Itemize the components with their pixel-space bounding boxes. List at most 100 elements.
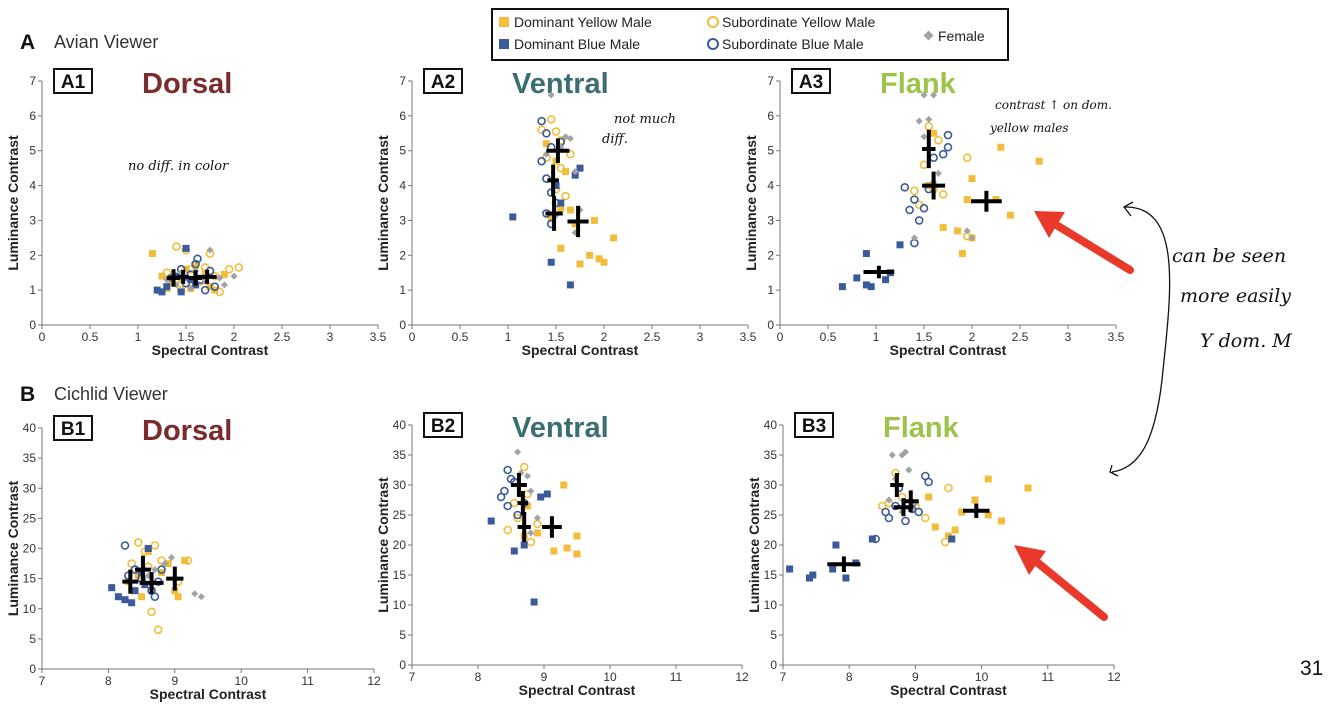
data-point-db [510, 547, 518, 555]
section-a-letter: A [20, 31, 35, 54]
x-tick-label: 2.5 [1012, 330, 1029, 344]
curved-connector-line [1111, 206, 1171, 473]
data-point-sy [944, 483, 953, 493]
data-point-sy [215, 287, 224, 297]
y-tick-label: 20 [393, 538, 407, 552]
data-point-female [197, 593, 205, 601]
data-point-sb [924, 477, 933, 487]
x-tick-label: 12 [1107, 670, 1121, 684]
data-point-sb [929, 153, 938, 162]
data-point-sb [496, 492, 506, 502]
data-point-sb [871, 534, 880, 544]
legend-marker-sub-yellow [707, 16, 719, 28]
data-point-dy [610, 234, 618, 242]
y-tick-label: 35 [23, 451, 37, 465]
y-tick-label: 40 [393, 418, 407, 432]
panel-title: Ventral [512, 68, 609, 100]
side-note-line1: can be seen [1172, 245, 1286, 267]
panel-label: A2 [431, 72, 455, 93]
data-point-db [552, 182, 560, 190]
data-point-sb [914, 507, 924, 517]
note-a2-line1: not much [614, 112, 676, 127]
y-tick-label: 0 [399, 318, 406, 332]
x-tick-label: 1 [873, 330, 880, 344]
x-tick-label: 3 [327, 330, 334, 344]
data-point-dy [968, 175, 976, 183]
data-point-sy [519, 462, 529, 472]
y-axis-label: Luminance Contrast [743, 135, 759, 271]
y-tick-label: 3 [29, 213, 36, 227]
data-point-sb [910, 195, 919, 204]
handwritten-notes: no diff. in color not much diff. contras… [128, 98, 1292, 352]
x-tick-label: 3.5 [370, 330, 387, 344]
data-point-sb [150, 592, 160, 602]
data-point-female [527, 487, 535, 495]
data-point-db [948, 535, 956, 543]
data-point-female [523, 472, 532, 480]
data-point-sy [224, 264, 234, 274]
data-point-dy [1024, 484, 1032, 492]
y-tick-label: 10 [764, 598, 778, 612]
data-point-dy [557, 204, 565, 212]
data-point-db [829, 565, 837, 573]
data-point-female [167, 554, 176, 562]
data-point-female [547, 91, 555, 99]
data-point-db [853, 274, 861, 282]
data-point-db [832, 541, 840, 549]
data-point-sy [526, 537, 536, 547]
legend-marker-dom-blue [499, 39, 509, 49]
y-tick-label: 0 [399, 658, 406, 672]
y-tick-label: 30 [764, 478, 778, 492]
side-note-line2: more easily [1180, 285, 1291, 307]
data-point-dy [931, 523, 939, 531]
data-point-db [131, 587, 139, 595]
data-point-sb [200, 285, 210, 295]
data-point-dy [148, 250, 156, 258]
x-axis-label: Spectral Contrast [519, 682, 636, 698]
data-point-db [862, 281, 870, 289]
data-point-sy [153, 625, 163, 635]
data-point-sy [921, 513, 930, 523]
data-point-sy [938, 189, 948, 199]
data-point-female [925, 115, 933, 123]
legend-label-female: Female [938, 28, 985, 44]
data-point-dy [954, 227, 962, 235]
panel-b1: 7 8 9 10 11 12 0 5 10 15 20 25 30 35 40 Spectral Contra… [5, 415, 381, 702]
x-tick-label: 7 [780, 670, 787, 684]
y-tick-label: 6 [399, 109, 406, 123]
data-point-dy [524, 502, 531, 510]
panel-label-box [423, 412, 463, 438]
x-tick-label: 1.5 [548, 330, 565, 344]
legend-marker-sub-blue [707, 38, 719, 50]
data-point-female [885, 496, 893, 504]
y-tick-label: 1 [29, 283, 36, 297]
data-point-dy [192, 262, 200, 270]
data-point-dy [563, 544, 571, 552]
x-tick-label: 9 [171, 674, 178, 688]
data-point-dy [958, 508, 966, 516]
data-point-female [888, 451, 896, 459]
x-tick-label: 3.5 [740, 330, 757, 344]
data-point-db [882, 276, 890, 284]
x-tick-label: 0.5 [452, 330, 469, 344]
y-tick-label: 30 [393, 478, 407, 492]
data-point-female [571, 168, 579, 176]
data-point-female [533, 514, 541, 522]
data-point-dy [939, 223, 947, 231]
y-tick-label: 4 [399, 179, 406, 193]
y-axis-label: Luminance Contrast [5, 135, 21, 271]
y-tick-label: 5 [399, 628, 406, 642]
data-point-dy [984, 511, 992, 519]
data-point-dy [997, 517, 1005, 525]
data-point-dy [997, 143, 1005, 151]
data-point-db [566, 281, 574, 289]
note-a1: no diff. in color [128, 159, 229, 174]
data-point-female [220, 281, 228, 289]
data-point-female [920, 133, 928, 141]
x-tick-label: 3 [1065, 330, 1072, 344]
data-point-dy [182, 265, 190, 273]
x-tick-label: 9 [541, 670, 548, 684]
x-tick-label: 0.5 [820, 330, 837, 344]
y-tick-label: 40 [764, 418, 778, 432]
